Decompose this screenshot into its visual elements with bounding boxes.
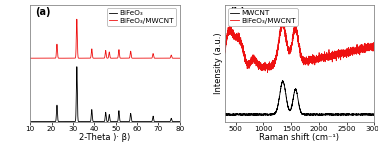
MWCNT — [367, 113, 372, 115]
BiFeO₃/MWCNT — [372, 46, 376, 48]
BiFeO₃/MWCNT — [331, 57, 336, 59]
MWCNT — [360, 114, 364, 116]
X-axis label: Raman shift (cm⁻¹): Raman shift (cm⁻¹) — [259, 133, 339, 142]
BiFeO₃/MWCNT — [45, 57, 50, 59]
BiFeO₃/MWCNT — [158, 57, 163, 59]
MWCNT — [280, 80, 285, 82]
BiFeO₃/MWCNT — [92, 57, 96, 59]
Line: BiFeO₃/MWCNT: BiFeO₃/MWCNT — [225, 20, 374, 73]
X-axis label: 2-Theta )· β): 2-Theta )· β) — [79, 133, 131, 142]
BiFeO₃ — [178, 121, 182, 123]
MWCNT — [287, 108, 291, 110]
BiFeO₃/MWCNT — [367, 46, 372, 48]
BiFeO₃/MWCNT — [265, 72, 270, 73]
BiFeO₃ — [85, 121, 90, 123]
BiFeO₃ — [92, 121, 96, 123]
Text: (a): (a) — [35, 7, 50, 17]
MWCNT — [222, 113, 227, 115]
MWCNT — [293, 88, 298, 90]
Legend: BiFeO₃, BiFeO₃/MWCNT: BiFeO₃, BiFeO₃/MWCNT — [107, 8, 176, 26]
BiFeO₃/MWCNT — [28, 57, 33, 59]
Legend: MWCNT, BiFeO₃/MWCNT: MWCNT, BiFeO₃/MWCNT — [228, 8, 298, 26]
BiFeO₃ — [158, 121, 163, 123]
BiFeO₃ — [45, 121, 50, 123]
MWCNT — [331, 114, 336, 116]
BiFeO₃/MWCNT — [175, 57, 179, 59]
MWCNT — [285, 103, 290, 105]
BiFeO₃/MWCNT — [280, 19, 285, 21]
BiFeO₃/MWCNT — [54, 54, 59, 55]
BiFeO₃/MWCNT — [294, 26, 298, 28]
Line: BiFeO₃/MWCNT: BiFeO₃/MWCNT — [30, 19, 180, 58]
BiFeO₃/MWCNT — [285, 45, 290, 47]
BiFeO₃ — [28, 121, 33, 123]
Y-axis label: Intensity (a.u.): Intensity (a.u.) — [214, 32, 223, 94]
Text: (b): (b) — [229, 7, 245, 17]
Line: MWCNT: MWCNT — [225, 81, 374, 116]
BiFeO₃/MWCNT — [222, 49, 227, 51]
BiFeO₃/MWCNT — [287, 51, 291, 53]
MWCNT — [372, 114, 376, 116]
Line: BiFeO₃: BiFeO₃ — [30, 67, 180, 122]
BiFeO₃/MWCNT — [74, 18, 79, 20]
BiFeO₃ — [74, 66, 79, 68]
BiFeO₃ — [175, 121, 179, 123]
MWCNT — [338, 115, 343, 117]
BiFeO₃ — [54, 116, 59, 118]
BiFeO₃/MWCNT — [360, 45, 364, 47]
BiFeO₃/MWCNT — [178, 57, 182, 59]
BiFeO₃/MWCNT — [85, 57, 90, 59]
